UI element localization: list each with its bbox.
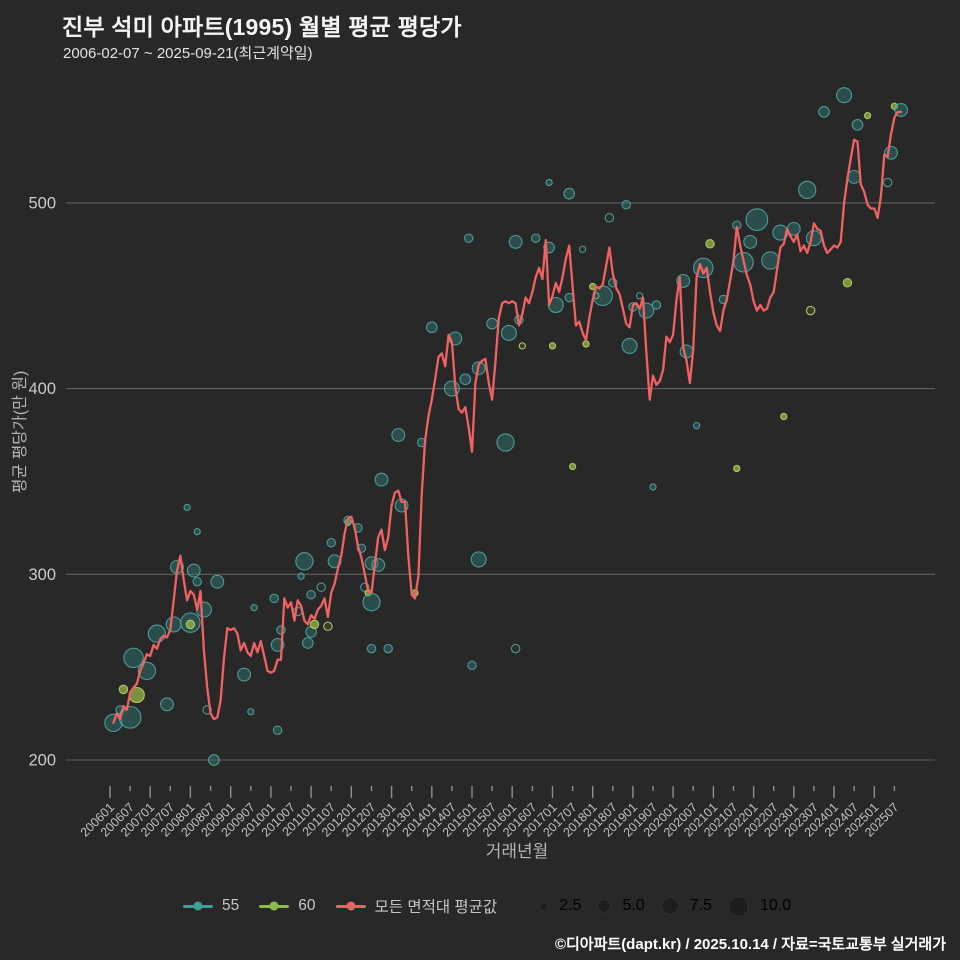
size-legend-item: 5.0 — [597, 897, 645, 915]
series-60-label: 60 — [298, 897, 316, 914]
size-label-5-0: 5.0 — [622, 897, 645, 914]
size-legend: 2.5 5.0 7.5 10.0 — [539, 895, 792, 917]
size-legend-item: 7.5 — [660, 897, 712, 915]
size-label-7-5: 7.5 — [689, 897, 712, 914]
chart-title: 진부 석미 아파트(1995) 월별 평균 평당가 — [62, 14, 462, 40]
legend-item-60: 60 — [259, 897, 316, 915]
size-label-2-5: 2.5 — [559, 897, 582, 914]
size-circle-10-0 — [727, 895, 749, 917]
series-55-swatch — [183, 901, 213, 911]
source-credit: ©디아파트(dapt.kr) / 2025.10.14 / 자료=국토교통부 실… — [554, 936, 946, 953]
size-legend-item: 2.5 — [539, 897, 581, 915]
svg-text:평균 평당가(만 원): 평균 평당가(만 원) — [11, 371, 29, 494]
legend-item-average: 모든 면적대 평균값 — [335, 895, 498, 917]
legend: 55 60 모든 면적대 평균값 2.5 5.0 7.5 — [183, 893, 791, 919]
svg-text:거래년월: 거래년월 — [486, 842, 549, 861]
series-average-swatch — [335, 901, 366, 911]
size-label-10-0: 10.0 — [759, 897, 792, 914]
chart-subtitle: 2006-02-07 ~ 2025-09-21(최근계약일) — [63, 45, 313, 62]
size-legend-item: 10.0 — [727, 895, 792, 917]
svg-text:500: 500 — [28, 194, 56, 212]
size-circle-7-5 — [660, 897, 679, 915]
svg-text:200: 200 — [28, 752, 56, 770]
svg-text:300: 300 — [28, 566, 56, 584]
series-average-label: 모든 면적대 평균값 — [374, 899, 498, 916]
legend-item-55: 55 — [183, 897, 239, 915]
size-circle-5-0 — [597, 899, 612, 913]
series-60-swatch — [259, 901, 290, 911]
size-circle-2-5 — [539, 901, 549, 911]
series-55-label: 55 — [222, 897, 240, 914]
svg-text:400: 400 — [28, 380, 56, 398]
